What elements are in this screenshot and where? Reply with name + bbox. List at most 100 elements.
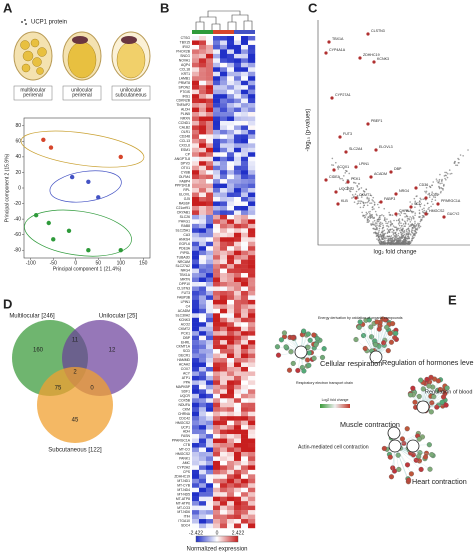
background-point [413, 234, 416, 236]
heatmap-cell [199, 465, 207, 471]
background-point [422, 215, 425, 217]
highlight-point [409, 205, 413, 209]
heatmap-cell [234, 250, 242, 256]
heatmap-cell [213, 290, 221, 296]
heatmap-cell [234, 103, 242, 108]
gene-node [406, 477, 412, 483]
gene-label: DECR1 [179, 354, 191, 358]
heatmap-cell [192, 183, 200, 189]
background-point [379, 221, 382, 224]
heatmap-cell [220, 425, 228, 430]
heatmap-cell [248, 89, 256, 95]
gene-label: NRXN [180, 117, 190, 121]
heatmap-cell [199, 456, 207, 462]
heatmap-cell [199, 147, 207, 153]
heatmap-cell [199, 358, 207, 363]
heatmap-cell [234, 98, 242, 104]
heatmap-cell [199, 143, 207, 149]
background-point [432, 203, 434, 205]
background-point [378, 216, 381, 219]
heatmap-cell [248, 304, 256, 310]
background-point [378, 242, 381, 244]
axis-title: log₂ fold change [373, 250, 417, 256]
heatmap-cell [220, 407, 228, 412]
heatmap-cell [220, 469, 228, 475]
heatmap-cell [206, 94, 214, 99]
background-point [387, 230, 390, 232]
heatmap-cell [213, 210, 221, 216]
gene-label: ADH [183, 430, 191, 434]
pca-point [69, 174, 75, 180]
gene-label: ACO2 [181, 322, 190, 326]
gene-label: PPARGC1A [441, 199, 461, 203]
heatmap-cell [220, 340, 228, 345]
background-point [435, 178, 438, 180]
heatmap-cell [241, 197, 249, 202]
gene-label: GJ5 [184, 197, 190, 201]
heatmap-cell [227, 519, 235, 524]
background-point [446, 172, 449, 175]
heatmap-cell [220, 460, 228, 466]
heatmap-cell [241, 116, 249, 122]
gene-label: CKMT1 [359, 193, 371, 197]
highlight-point [372, 60, 376, 64]
venn-count: 45 [72, 418, 79, 424]
heatmap-cell [220, 152, 228, 157]
heatmap-cell [213, 416, 221, 421]
heatmap-cell [220, 250, 228, 256]
heatmap-cell [220, 358, 228, 363]
heatmap-cell [248, 456, 256, 462]
heatmap-cell [234, 116, 242, 122]
heatmap-cell [227, 161, 235, 166]
gene-label: UQCR [180, 394, 191, 398]
background-point [428, 196, 431, 198]
gene-label: EHRL [181, 340, 190, 344]
heatmap-cell [199, 393, 207, 399]
gene-label: CYP27A1 [335, 93, 351, 97]
heatmap-cell [241, 223, 249, 229]
background-point [449, 173, 452, 175]
background-point [368, 213, 371, 215]
heatmap-cell [213, 384, 221, 390]
heatmap-cell [192, 98, 200, 104]
highlight-point [332, 168, 336, 172]
background-point [394, 243, 397, 245]
gene-label: SLC26 [180, 215, 190, 219]
heatmap-cell [227, 98, 235, 104]
background-point [407, 233, 410, 235]
axis [317, 20, 470, 246]
heatmap-cell [248, 519, 256, 524]
background-point [348, 172, 350, 175]
heatmap-cell [234, 94, 242, 99]
background-point [425, 186, 428, 189]
background-point [360, 187, 363, 189]
heatmap-cell [199, 331, 207, 336]
heatmap-cell [192, 170, 200, 175]
heatmap-cell [241, 523, 249, 529]
background-point [380, 241, 383, 244]
gene-label: CA3 [183, 233, 190, 237]
background-point [377, 220, 380, 223]
heatmap-cell [213, 165, 221, 171]
heatmap-cell [213, 246, 221, 251]
background-point [337, 168, 340, 170]
background-point [402, 223, 405, 225]
heatmap-cell [227, 340, 235, 345]
heatmap-cell [234, 228, 242, 233]
y-tick-label: -20 [14, 201, 21, 207]
heatmap-cell [220, 58, 228, 64]
heatmap-cell [234, 434, 242, 439]
heatmap-cell [234, 465, 242, 471]
heatmap-cell [213, 94, 221, 99]
heatmap-cell [241, 264, 249, 269]
background-point [390, 237, 393, 240]
heatmap-cell [248, 371, 256, 377]
gene-label: CXCL6 [179, 143, 190, 147]
gene-node [301, 368, 307, 374]
heatmap-cell [199, 138, 207, 144]
heatmap-cell [213, 214, 221, 220]
heatmap-cell [213, 36, 221, 41]
heatmap-cell [220, 313, 228, 318]
heatmap-cell [241, 94, 249, 99]
background-point [359, 200, 361, 202]
